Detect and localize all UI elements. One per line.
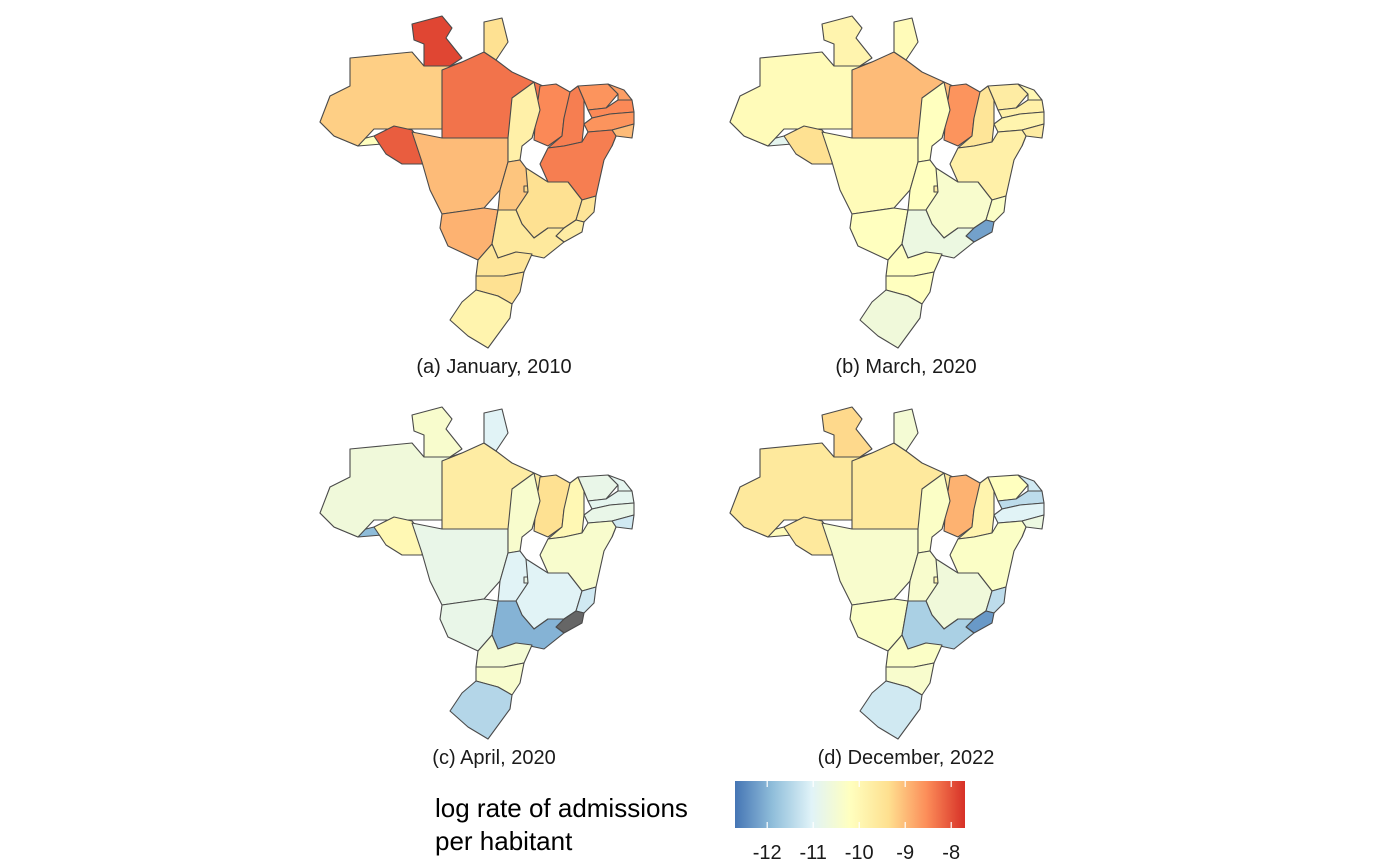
state-to xyxy=(507,81,541,163)
legend-tick-label: -9 xyxy=(896,842,914,864)
legend-tick-label: -10 xyxy=(845,842,874,864)
state-rs xyxy=(859,680,923,740)
state-rs xyxy=(449,680,513,740)
state-rr xyxy=(821,15,873,67)
state-ap xyxy=(893,408,919,452)
state-to xyxy=(917,81,951,163)
legend-tick-label: -11 xyxy=(799,842,826,864)
state-es xyxy=(575,586,597,614)
map-panel-january-2010 xyxy=(319,15,635,349)
state-es xyxy=(985,195,1007,223)
state-mt xyxy=(821,131,919,215)
state-ap xyxy=(483,17,509,61)
state-rr xyxy=(411,15,463,67)
state-to xyxy=(507,472,541,554)
caption-panel-a: (a) January, 2010 xyxy=(416,356,571,378)
state-ap xyxy=(483,408,509,452)
legend-tick-label: -8 xyxy=(942,842,960,864)
legend-title-line2: per habitant xyxy=(435,826,573,856)
map-panel-april-2020 xyxy=(319,406,635,740)
state-mt xyxy=(411,131,509,215)
colorbar-legend: log rate of admissions per habitant -12-… xyxy=(435,781,965,864)
caption-panel-b: (b) March, 2020 xyxy=(835,356,976,378)
map-panel-december-2022 xyxy=(729,406,1045,740)
state-mt xyxy=(411,522,509,606)
state-rs xyxy=(859,289,923,349)
legend-title-line1: log rate of admissions xyxy=(435,793,688,823)
state-es xyxy=(985,586,1007,614)
state-to xyxy=(917,472,951,554)
state-rr xyxy=(821,406,873,458)
map-panel-march-2020 xyxy=(729,15,1045,349)
state-mt xyxy=(821,522,919,606)
legend-tick-label: -12 xyxy=(753,842,782,864)
state-ap xyxy=(893,17,919,61)
state-rs xyxy=(449,289,513,349)
state-es xyxy=(575,195,597,223)
caption-panel-d: (d) December, 2022 xyxy=(818,747,995,769)
legend-colorbar xyxy=(735,781,965,828)
caption-panel-c: (c) April, 2020 xyxy=(432,747,555,769)
state-rr xyxy=(411,406,463,458)
